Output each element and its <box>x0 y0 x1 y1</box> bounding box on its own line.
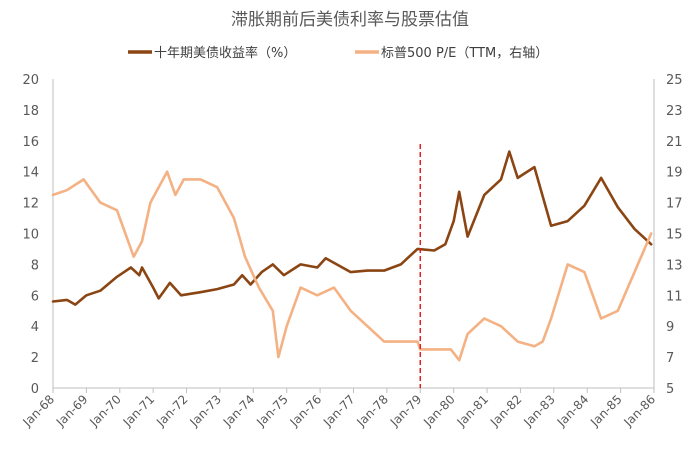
x-tick-label: Jan-75 <box>253 392 291 430</box>
chart-title: 滞胀期前后美债利率与股票估值 <box>231 10 469 30</box>
y-left-tick-label: 14 <box>22 166 39 181</box>
y-right-tick-label: 15 <box>666 228 683 243</box>
x-tick-label: Jan-74 <box>220 392 258 430</box>
y-left-tick-label: 20 <box>22 73 39 88</box>
y-left-tick-label: 4 <box>31 320 39 335</box>
y-left-tick-label: 12 <box>22 197 39 212</box>
y-right-tick-label: 21 <box>666 135 683 150</box>
x-tick-label: Jan-79 <box>387 392 425 430</box>
x-tick-label: Jan-81 <box>454 392 492 430</box>
x-tick-label: Jan-83 <box>520 392 558 430</box>
y-right-tick-label: 23 <box>666 104 683 119</box>
y-right-tick-label: 25 <box>666 73 683 88</box>
x-tick-label: Jan-82 <box>487 392 525 430</box>
x-tick-label: Jan-80 <box>420 392 458 430</box>
y-right-tick-label: 17 <box>666 197 683 212</box>
x-tick-label: Jan-86 <box>621 392 659 430</box>
x-tick-label: Jan-78 <box>353 392 391 430</box>
y-right-tick-label: 11 <box>666 289 683 304</box>
y-right-tick-label: 13 <box>666 258 683 273</box>
x-tick-label: Jan-76 <box>287 392 325 430</box>
series-layer <box>51 144 653 388</box>
x-tick-label: Jan-84 <box>554 392 592 430</box>
y-right-tick-label: 19 <box>666 166 683 181</box>
y-left-tick-label: 8 <box>31 258 39 273</box>
legend-label-pe: 标普500 P/E（TTM，右轴） <box>381 46 548 61</box>
legend: 十年期美债收益率（%） 标普500 P/E（TTM，右轴） <box>128 45 548 61</box>
y-left-tick-label: 6 <box>31 289 39 304</box>
x-tick-label: Jan-70 <box>86 392 124 430</box>
y-right-tick-label: 5 <box>666 382 674 397</box>
y-right-tick-label: 9 <box>666 320 674 335</box>
y-left-tick-label: 10 <box>22 228 39 243</box>
y-left-tick-label: 2 <box>31 351 39 366</box>
y-left-tick-label: 18 <box>22 104 39 119</box>
legend-label-yield: 十年期美债收益率（%） <box>154 45 296 61</box>
x-tick-label: Jan-85 <box>587 392 625 430</box>
y-left-tick-label: 16 <box>22 135 39 150</box>
series-line-yield <box>51 150 653 306</box>
y-left-tick-label: 0 <box>31 382 39 397</box>
axes: 0 2 4 6 8 10 12 14 16 18 20 5 7 9 11 13 15 17 19 21 23 25 Jan-… <box>20 73 683 430</box>
series-line-pe <box>51 170 653 362</box>
x-tick-label: Jan-73 <box>187 392 225 430</box>
x-tick-label: Jan-71 <box>120 392 158 430</box>
x-tick-label: Jan-68 <box>20 392 58 430</box>
x-tick-label: Jan-77 <box>320 392 358 430</box>
y-right-tick-label: 7 <box>666 351 674 366</box>
x-tick-label: Jan-72 <box>153 392 191 430</box>
x-tick-label: Jan-69 <box>53 392 91 430</box>
